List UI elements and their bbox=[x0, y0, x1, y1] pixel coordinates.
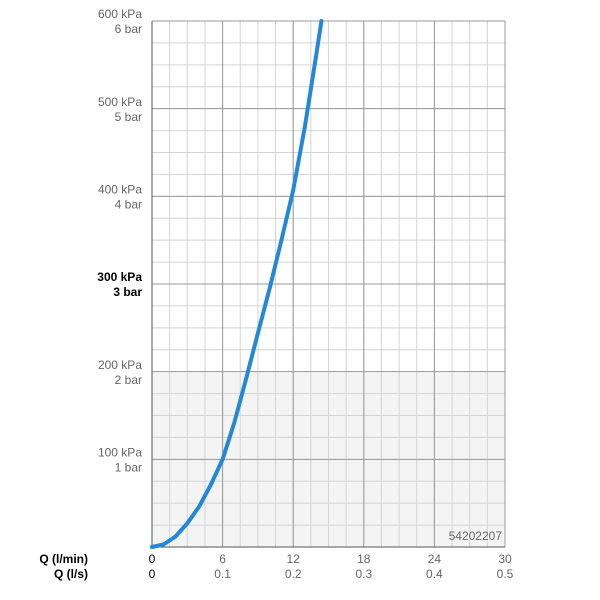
y2-tick-label: 1 bar bbox=[115, 461, 142, 475]
data-line bbox=[150, 19, 324, 549]
x-tick-label: 30 bbox=[498, 552, 512, 566]
y-tick-label: 300 kPa bbox=[97, 270, 142, 284]
y2-tick-label: 4 bar bbox=[115, 198, 142, 212]
x-tick-label: 24 bbox=[428, 552, 442, 566]
x2-tick-label: 0.2 bbox=[285, 567, 302, 581]
x-axis-label: Q (l/min) bbox=[39, 552, 88, 566]
y-tick-label: 500 kPa bbox=[98, 95, 142, 109]
x-tick-label: 12 bbox=[287, 552, 301, 566]
x2-tick-label: 0.3 bbox=[355, 567, 372, 581]
y2-tick-label: 6 bar bbox=[115, 22, 142, 36]
y-tick-label: 100 kPa bbox=[98, 446, 142, 460]
y-tick-label: 200 kPa bbox=[98, 358, 142, 372]
annotation: 54202207 bbox=[449, 529, 503, 543]
y2-tick-label: 2 bar bbox=[115, 373, 142, 387]
y2-tick-label: 3 bar bbox=[113, 285, 142, 299]
x2-tick-label: 0.5 bbox=[497, 567, 514, 581]
y-tick-label: 600 kPa bbox=[98, 7, 142, 21]
y2-tick-label: 5 bar bbox=[115, 110, 142, 124]
x2-tick-label: 0 bbox=[149, 567, 156, 581]
y-tick-label: 400 kPa bbox=[98, 183, 142, 197]
x2-tick-label: 0.4 bbox=[426, 567, 443, 581]
x-tick-label: 6 bbox=[219, 552, 226, 566]
x2-axis-label: Q (l/s) bbox=[54, 567, 88, 581]
x-tick-label: 0 bbox=[149, 552, 156, 566]
x2-tick-label: 0.1 bbox=[214, 567, 231, 581]
x-tick-label: 18 bbox=[357, 552, 371, 566]
